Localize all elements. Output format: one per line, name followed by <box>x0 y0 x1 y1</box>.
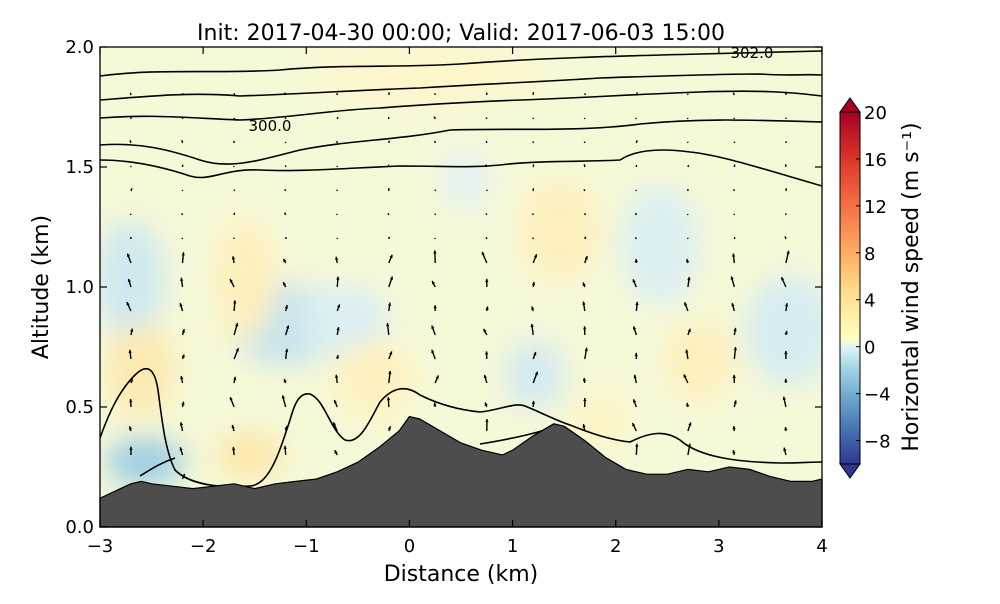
colorbar-tick-label: 4 <box>864 291 875 312</box>
x-tick-label: −3 <box>87 536 114 557</box>
x-tick-label: 4 <box>816 536 827 557</box>
wind-vector <box>389 237 390 239</box>
wind-vector <box>486 213 487 215</box>
wind-vector <box>785 236 786 239</box>
wind-vector <box>130 93 131 95</box>
wind-vector <box>388 213 389 215</box>
y-tick-label: 0.5 <box>65 397 94 418</box>
x-tick-label: 3 <box>713 536 724 557</box>
y-tick-label: 2.0 <box>65 37 94 58</box>
colorbar: 20 16 12 8 4 0 −4 −8 Horizontal wind speed (m s… <box>840 98 924 478</box>
wind-vector <box>584 189 585 191</box>
y-tick-label: 1.5 <box>65 157 94 178</box>
wind-vector <box>734 189 735 191</box>
colorbar-tick-label: 0 <box>864 338 875 359</box>
x-tick-label: 1 <box>507 536 518 557</box>
x-axis-label: Distance (km) <box>384 562 539 587</box>
wind-vector <box>636 140 637 143</box>
wind-vector <box>234 190 235 191</box>
wind-vector <box>734 237 735 239</box>
colorbar-tick-label: −8 <box>864 432 891 453</box>
wind-vector <box>234 93 235 95</box>
x-tick-label: −1 <box>293 536 320 557</box>
wind-vector <box>733 93 734 95</box>
wind-vector <box>285 93 286 95</box>
colorbar-tick-label: 20 <box>864 103 887 124</box>
colorbar-ticks: 20 16 12 8 4 0 −4 −8 <box>856 103 891 453</box>
y-tick-label: 0.0 <box>65 517 94 538</box>
wind-vector <box>636 213 637 215</box>
wind-vector <box>285 213 286 216</box>
wind-vector <box>585 213 586 215</box>
wind-vector <box>636 118 637 119</box>
wind-vector <box>182 213 183 215</box>
wind-vector <box>635 237 636 239</box>
colorbar-tick-label: 16 <box>864 150 887 171</box>
wind-vector <box>131 188 132 191</box>
wind-vector <box>285 189 286 191</box>
colorbar-tick-label: 8 <box>864 244 875 265</box>
wind-vector <box>389 141 390 143</box>
wind-vector <box>337 117 338 119</box>
wind-vector <box>434 117 435 120</box>
chart-title: Init: 2017-04-30 00:00; Valid: 2017-06-0… <box>197 21 725 46</box>
colorbar-label: Horizontal wind speed (m s⁻¹) <box>899 122 924 451</box>
contour-label-300: 300.0 <box>249 117 292 135</box>
x-tick-label: 2 <box>610 536 621 557</box>
x-tick-label: −2 <box>190 536 217 557</box>
wind-vector <box>130 140 131 143</box>
wind-vector <box>636 93 637 96</box>
colorbar-tick-label: 12 <box>864 197 887 218</box>
colorbar-tick-label: −4 <box>864 385 891 406</box>
wind-vector <box>182 140 183 143</box>
wind-vector <box>130 214 131 215</box>
y-tick-label: 1.0 <box>65 277 94 298</box>
wind-vector <box>533 214 534 216</box>
wind-vector <box>337 214 338 215</box>
wind-vector <box>688 165 689 167</box>
wind-vector <box>585 93 586 95</box>
wind-vector <box>585 237 586 239</box>
x-tick-label: 0 <box>404 536 415 557</box>
y-axis-label: Altitude (km) <box>29 215 54 359</box>
wind-vector <box>286 237 287 239</box>
